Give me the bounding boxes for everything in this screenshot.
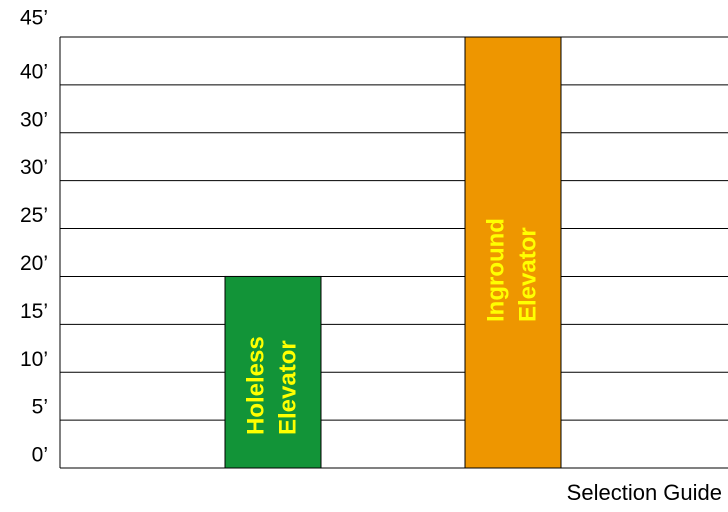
bar-label: Holeless Elevator <box>242 336 301 435</box>
y-tick-label: 40’ <box>20 60 48 83</box>
y-tick-label: 10’ <box>20 348 48 371</box>
y-tick-label: 25’ <box>20 204 48 227</box>
y-tick-label: 0’ <box>32 444 48 467</box>
bar-holeless-elevator <box>224 275 322 469</box>
bar-inground-elevator <box>464 36 562 469</box>
y-tick-label: 30’ <box>20 156 48 179</box>
y-tick-label: 20’ <box>20 252 48 275</box>
y-tick-label: 5’ <box>32 396 48 419</box>
y-tick-label: 45’ <box>20 7 48 30</box>
bar-label: Inground Elevator <box>482 218 541 322</box>
bar-label-line: Holeless <box>242 336 269 435</box>
bar-label-line: Elevator <box>514 227 541 322</box>
y-tick-label: 15’ <box>20 300 48 323</box>
y-tick-label: 30’ <box>20 108 48 131</box>
bar-label-line: Inground <box>482 218 509 322</box>
bar-label-line: Elevator <box>274 340 301 435</box>
y-tick-labels: 0’ 5’ 10’ 15’ 20’ 25’ 30’ 30’ 40’ 45’ <box>20 7 48 467</box>
caption: Selection Guide <box>566 480 722 505</box>
gridlines <box>60 36 728 469</box>
